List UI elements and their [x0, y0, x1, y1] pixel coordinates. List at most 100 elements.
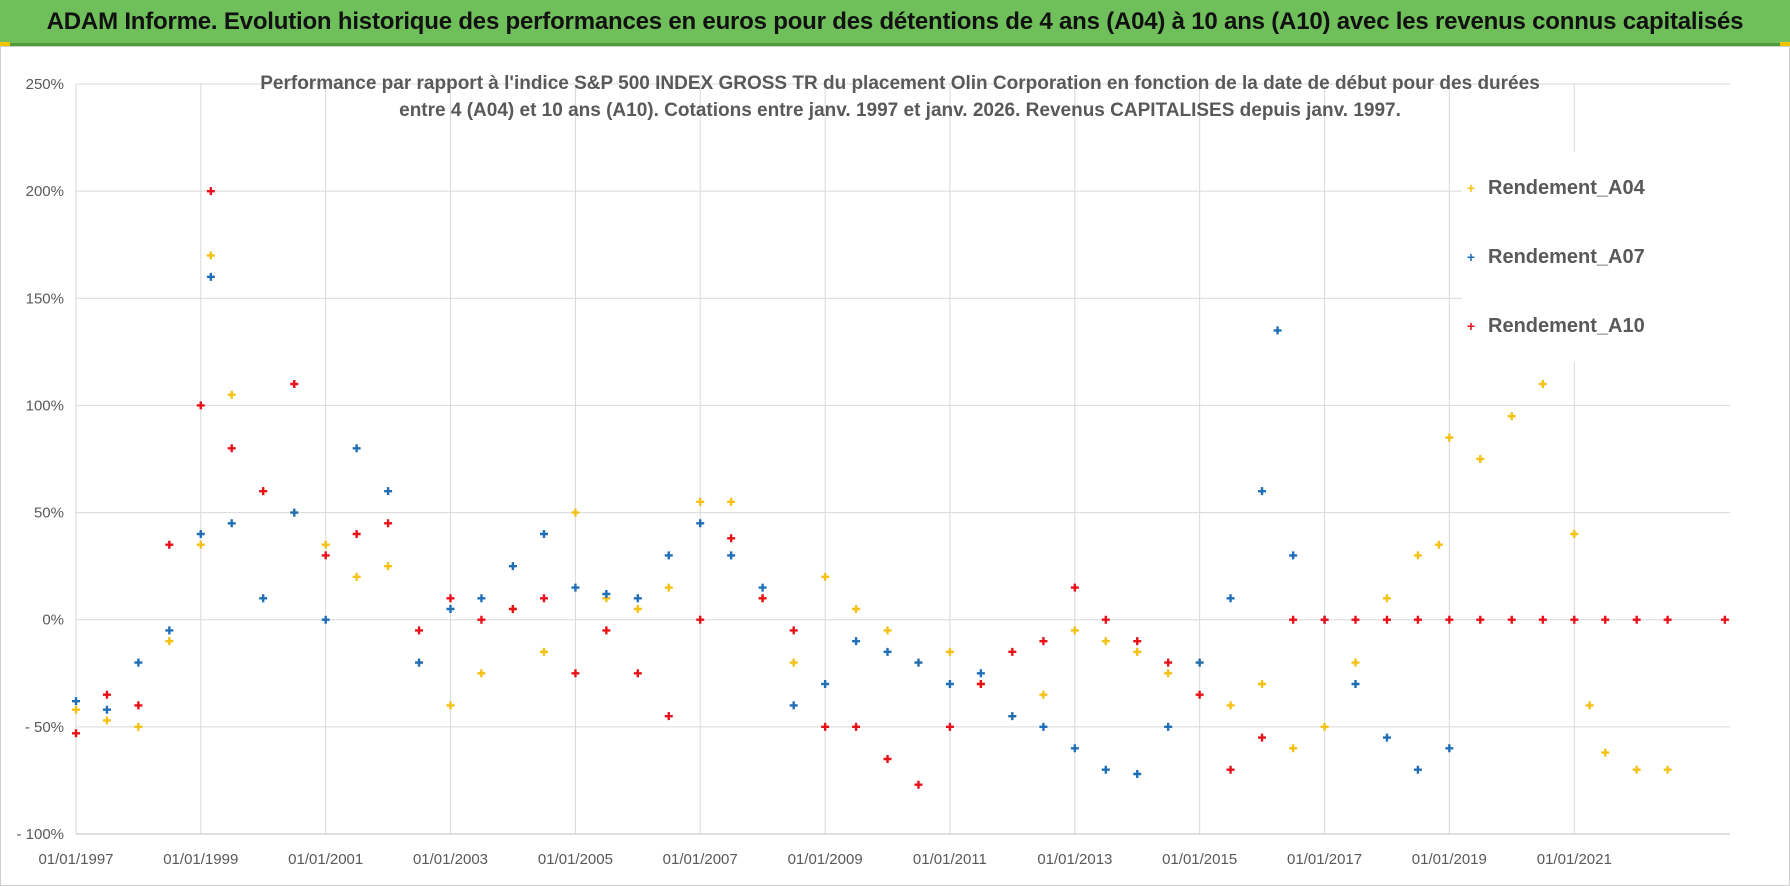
legend-marker-a07: +: [1466, 249, 1476, 265]
legend-label-a10: Rendement_A10: [1488, 314, 1645, 337]
data-point: [696, 615, 705, 624]
data-point: [914, 780, 923, 789]
x-tick-label: 01/01/2009: [788, 851, 863, 868]
data-point: [446, 594, 455, 603]
x-tick-label: 01/01/1999: [163, 851, 238, 868]
data-point: [1538, 380, 1547, 388]
data-point: [1476, 455, 1485, 463]
data-point: [321, 540, 330, 549]
data-point: [821, 680, 830, 688]
data-point: [1289, 615, 1298, 624]
data-point: [1164, 722, 1173, 731]
data-point: [945, 680, 954, 688]
data-point: [321, 551, 330, 560]
data-point: [1258, 733, 1267, 742]
chart-legend: + Rendement_A04 + Rendement_A07 + Rendem…: [1462, 152, 1730, 362]
x-tick-label: 01/01/2017: [1287, 851, 1362, 868]
data-point: [259, 594, 268, 603]
data-point: [196, 530, 205, 538]
data-point: [602, 626, 611, 635]
data-point: [1164, 658, 1173, 667]
data-point: [1101, 765, 1110, 774]
data-point: [196, 401, 205, 410]
data-point: [165, 540, 174, 549]
x-tick-label: 01/01/1997: [38, 851, 113, 868]
data-point: [508, 562, 517, 571]
data-point: [290, 380, 299, 388]
data-point: [945, 647, 954, 656]
x-tick-label: 01/01/2021: [1537, 851, 1612, 868]
data-point: [134, 658, 143, 667]
data-point: [664, 712, 673, 721]
y-tick-label: 100%: [26, 397, 64, 414]
data-point: [1008, 647, 1017, 656]
data-point: [1445, 744, 1454, 753]
data-point: [196, 540, 205, 549]
data-point: [1195, 690, 1204, 699]
data-point: [727, 534, 736, 543]
data-point: [633, 605, 642, 613]
data-point: [976, 669, 985, 678]
data-point: [1070, 744, 1079, 753]
data-point: [696, 519, 705, 528]
data-point: [1133, 770, 1142, 778]
data-point: [883, 647, 892, 656]
data-point: [384, 519, 393, 528]
data-point: [1413, 765, 1422, 774]
data-point: [1507, 412, 1516, 421]
data-point: [134, 722, 143, 731]
y-tick-label: - 50%: [25, 719, 64, 736]
series-Rendement_A10: [72, 187, 1729, 789]
data-point: [508, 605, 517, 613]
legend-label-a07: Rendement_A07: [1488, 245, 1645, 268]
banner-left-accent: [0, 42, 10, 46]
data-point: [1226, 594, 1235, 603]
data-point: [102, 705, 111, 714]
data-point: [477, 669, 486, 678]
data-point: [1351, 615, 1360, 624]
data-point: [72, 697, 80, 706]
data-point: [571, 508, 580, 517]
data-point: [789, 701, 798, 710]
data-point: [571, 669, 580, 678]
data-point: [72, 729, 80, 738]
data-point: [1258, 680, 1267, 688]
data-point: [1320, 615, 1329, 624]
data-point: [165, 637, 174, 646]
data-point: [539, 594, 548, 603]
banner-title: ADAM Informe. Evolution historique des p…: [46, 7, 1744, 35]
x-tick-label: 01/01/2011: [913, 851, 987, 868]
data-point: [1164, 669, 1173, 678]
data-point: [1720, 615, 1729, 624]
x-tick-label: 01/01/2005: [538, 851, 613, 868]
data-point: [1133, 647, 1142, 656]
data-point: [415, 658, 424, 667]
data-point: [227, 519, 236, 528]
data-point: [1101, 637, 1110, 646]
data-point: [1632, 615, 1641, 624]
legend-item-a10: + Rendement_A10: [1462, 306, 1645, 346]
data-point: [1039, 690, 1048, 699]
data-point: [914, 658, 923, 667]
data-point: [102, 716, 111, 725]
data-point: [446, 701, 455, 710]
data-point: [165, 626, 174, 635]
data-point: [664, 583, 673, 592]
axis-layer: - 100% - 50% 0% 50% 100% 150% 200% 250% 01/01/19…: [16, 76, 1730, 868]
data-point: [789, 658, 798, 667]
data-point: [1289, 551, 1298, 560]
data-point: [1382, 615, 1391, 624]
data-point: [290, 508, 299, 517]
data-point: [727, 497, 736, 506]
data-point: [206, 272, 215, 281]
data-point: [1601, 748, 1610, 757]
data-point: [758, 594, 767, 603]
data-point: [352, 572, 361, 581]
data-point: [758, 583, 767, 592]
data-point: [1445, 615, 1454, 624]
data-point: [633, 669, 642, 678]
data-point: [1476, 615, 1485, 624]
y-tick-label: 50%: [34, 505, 64, 522]
data-point: [1663, 765, 1672, 774]
